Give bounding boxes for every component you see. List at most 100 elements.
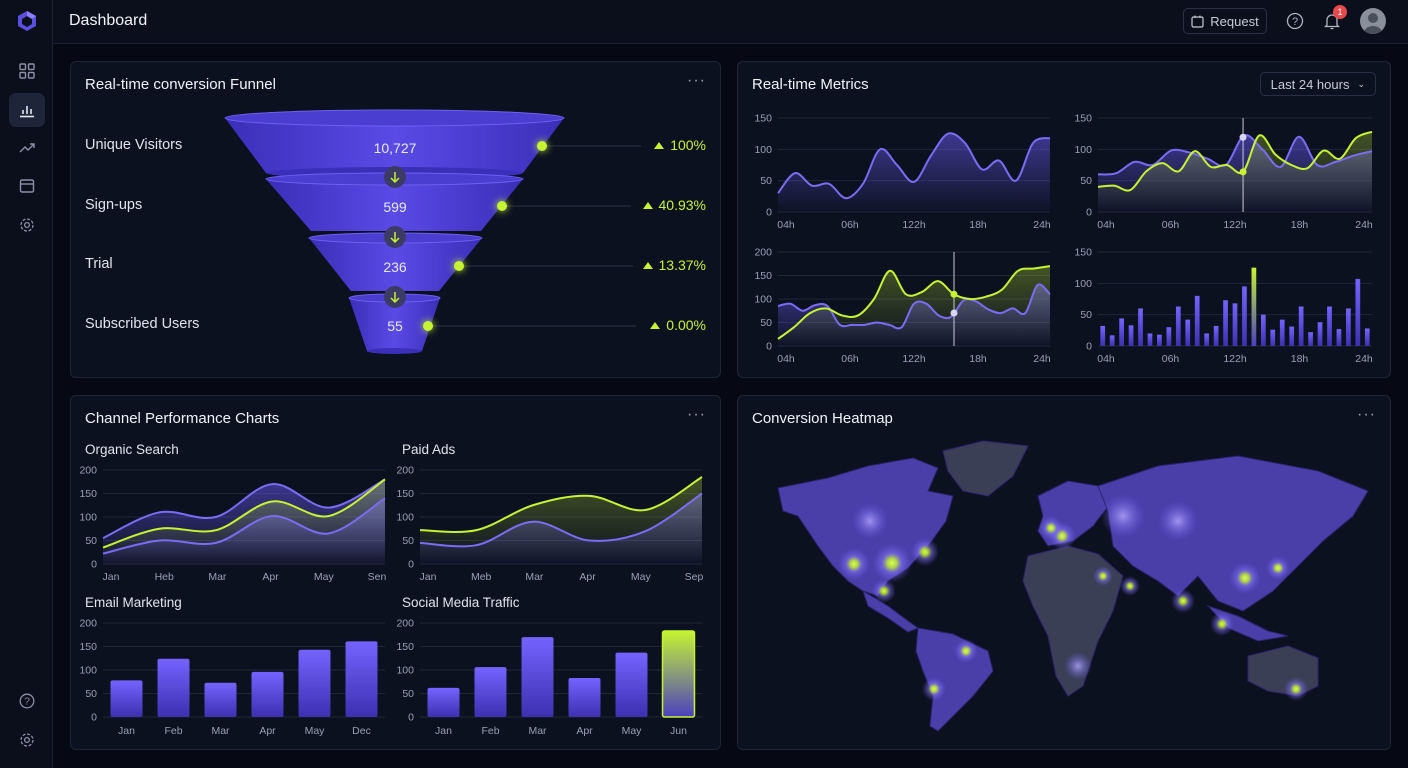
sidebar-item-settings[interactable] <box>9 208 45 242</box>
stage-value: 55 <box>387 318 403 334</box>
greenland <box>942 440 1029 497</box>
more-options-button[interactable]: ··· <box>687 72 706 89</box>
stage-label: Subscribed Users <box>85 316 200 332</box>
sidebar-item-trends[interactable] <box>9 131 45 165</box>
x-tick-label: 122h <box>902 219 926 231</box>
x-tick-label: Mar <box>525 571 544 583</box>
hover-point <box>950 309 958 317</box>
central-america <box>862 589 920 633</box>
bar <box>345 641 378 717</box>
y-tick-label: 150 <box>396 641 414 653</box>
x-tick-label: 06h <box>1162 219 1180 231</box>
help-icon: ? <box>19 693 35 709</box>
bar <box>1298 306 1304 346</box>
grid-icon <box>19 63 35 79</box>
stage-marker <box>423 321 433 331</box>
logo-icon <box>18 11 36 31</box>
y-tick-label: 100 <box>1074 278 1092 290</box>
hover-point <box>1239 168 1247 176</box>
y-tick-label: 150 <box>396 488 414 500</box>
y-tick-label: 100 <box>79 665 97 677</box>
sidebar-item-preferences[interactable] <box>9 723 45 757</box>
x-tick-label: 24h <box>1033 353 1051 365</box>
y-tick-label: 50 <box>1080 309 1092 321</box>
y-tick-label: 200 <box>396 465 414 477</box>
series-line <box>419 492 703 548</box>
bar-chart-icon <box>20 106 34 118</box>
bar <box>1109 335 1115 346</box>
panel-title: Real-time Metrics <box>752 76 869 93</box>
heatmap-panel: Conversion Heatmap ··· <box>737 395 1391 750</box>
x-tick-label: 04h <box>1097 353 1115 365</box>
sidebar-item-calendar[interactable] <box>9 169 45 203</box>
x-tick-label: 24h <box>1355 219 1373 231</box>
x-tick-label: Jan <box>420 571 437 583</box>
y-tick-label: 100 <box>396 665 414 677</box>
paid-ads-chart: 0 50 100 150 200 Jan Meb Mar Apr May Sep <box>396 465 703 584</box>
y-tick-label: 100 <box>396 512 414 524</box>
series-area <box>778 133 1050 212</box>
more-options-button[interactable]: ··· <box>687 406 706 423</box>
bar <box>1166 327 1172 346</box>
help-icon[interactable]: ? <box>1286 12 1304 30</box>
x-tick-label: Apr <box>262 571 279 583</box>
stage-label: Sign-ups <box>85 197 143 213</box>
stage-value: 10,727 <box>373 140 417 156</box>
stage-value: 236 <box>383 259 407 275</box>
x-tick-label: Mar <box>208 571 227 583</box>
series-line <box>1097 130 1373 192</box>
avatar[interactable] <box>1360 8 1386 34</box>
chevron-down-icon: ⌄ <box>1357 78 1365 89</box>
x-tick-label: 04h <box>777 219 795 231</box>
bar <box>1279 319 1285 346</box>
funnel-panel: Real-time conversion Funnel ··· Unique V… <box>70 61 721 378</box>
bar <box>1260 314 1266 346</box>
funnel-stage-4 <box>348 293 441 354</box>
x-tick-label: Jan <box>103 571 120 583</box>
y-tick-label: 0 <box>91 559 97 571</box>
time-range-select[interactable]: Last 24 hours ⌄ <box>1259 72 1376 96</box>
y-tick-label: 200 <box>79 465 97 477</box>
bar <box>1128 325 1134 346</box>
bar <box>1194 295 1200 346</box>
y-tick-label: 50 <box>85 688 97 700</box>
calendar-icon <box>19 179 35 193</box>
x-tick-label: Heb <box>155 571 174 583</box>
bar <box>1223 300 1228 346</box>
email-marketing-chart: 0 50 100 150 200 Jan Feb Mar Apr May Dec <box>79 618 385 737</box>
bar <box>157 658 190 717</box>
series-line <box>102 497 386 555</box>
request-button[interactable]: Request <box>1183 8 1267 34</box>
sidebar-item-help[interactable]: ? <box>9 684 45 718</box>
bar-highlight <box>661 630 696 718</box>
bar <box>1327 306 1332 346</box>
stage-percent: 0.00% <box>650 317 706 333</box>
y-tick-label: 200 <box>396 618 414 630</box>
bar <box>1336 329 1342 346</box>
y-tick-label: 200 <box>79 618 97 630</box>
metrics-panel: Real-time Metrics Last 24 hours ⌄ 0 50 100 1… <box>737 61 1391 378</box>
sidebar-item-analytics[interactable] <box>9 93 45 127</box>
series-line <box>777 132 1051 200</box>
stage-label: Unique Visitors <box>85 137 183 153</box>
more-options-button[interactable]: ··· <box>1357 406 1376 423</box>
y-tick-label: 150 <box>1074 113 1092 125</box>
bar <box>1185 319 1191 346</box>
x-tick-label: 122h <box>1223 353 1247 365</box>
x-tick-label: Apr <box>259 725 276 737</box>
x-tick-label: Jan <box>118 725 135 737</box>
x-tick-label: 18h <box>1291 353 1309 365</box>
y-tick-label: 50 <box>402 535 414 547</box>
y-tick-label: 50 <box>85 535 97 547</box>
sidebar-item-overview[interactable] <box>9 54 45 88</box>
y-tick-label: 100 <box>754 144 772 156</box>
x-tick-label: 24h <box>1033 219 1051 231</box>
user-icon <box>1364 13 1382 34</box>
y-tick-label: 0 <box>91 712 97 724</box>
stage-label: Trial <box>85 256 113 272</box>
page-title: Dashboard <box>69 12 148 29</box>
series-line <box>1097 134 1373 176</box>
bar <box>1213 325 1219 346</box>
x-tick-label: May <box>622 725 643 737</box>
up-triangle-icon <box>650 321 661 329</box>
